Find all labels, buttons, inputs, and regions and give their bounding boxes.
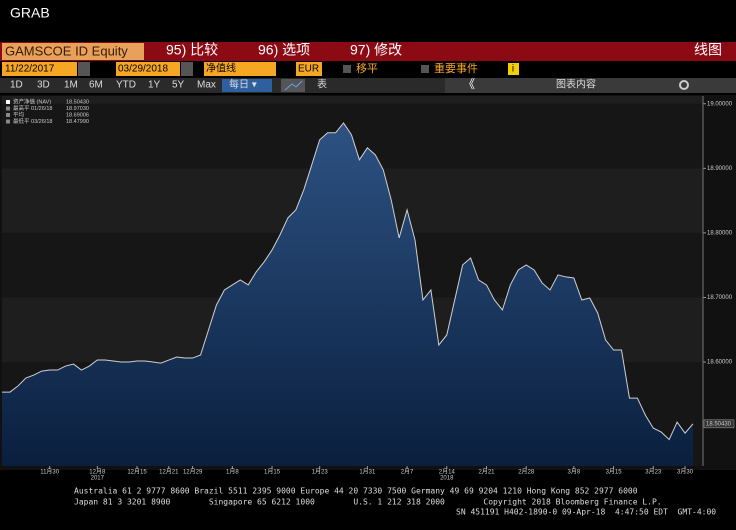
x-tick-label: 3月8 xyxy=(568,469,581,476)
x-tick-label: 3月15 xyxy=(606,469,623,476)
x-tick-label: 3月23 xyxy=(645,469,662,476)
range-button[interactable]: 1D xyxy=(10,80,23,91)
view-label[interactable]: 线图 xyxy=(694,42,722,58)
y-tick-label: 18.70000 xyxy=(707,295,733,301)
window-title: GRAB xyxy=(10,5,50,21)
y-tick-label: 18.90000 xyxy=(707,166,733,172)
legend-value: 18.69006 xyxy=(66,112,89,118)
toolbar-bar xyxy=(0,42,736,61)
currency-box[interactable] xyxy=(296,62,322,76)
field[interactable]: 净值线 xyxy=(206,62,236,75)
x-tick-label: 1月8 xyxy=(226,469,239,476)
ticker[interactable]: GAMSCOE ID Equity xyxy=(5,43,128,58)
calendar-button[interactable] xyxy=(78,62,90,76)
period[interactable]: 每日 ▾ xyxy=(229,78,257,91)
grid-band xyxy=(2,96,703,104)
start-date[interactable]: 11/22/2017 xyxy=(5,64,55,75)
legend-swatch xyxy=(6,113,10,117)
x-tick-label: 2月14 xyxy=(439,469,456,476)
year-label: 2017 xyxy=(91,476,105,482)
table-button[interactable]: 表 xyxy=(317,78,327,91)
price-tag-label: 18.50430 xyxy=(706,421,732,427)
menu-edit[interactable]: 97) 修改 xyxy=(350,42,402,58)
end-date-box[interactable] xyxy=(116,62,180,76)
range-button[interactable]: 5Y xyxy=(172,80,185,91)
collapse-button[interactable]: 《 xyxy=(463,77,475,91)
legend-swatch xyxy=(6,106,10,111)
range-button[interactable]: YTD xyxy=(116,80,136,91)
legend-label: 资产净值 (NAV) xyxy=(13,97,51,105)
end-date[interactable]: 03/29/2018 xyxy=(118,64,168,75)
x-tick-label: 12月8 xyxy=(89,469,106,476)
x-tick-label: 12月29 xyxy=(183,469,203,476)
range-button[interactable]: Max xyxy=(197,80,216,91)
menu-options[interactable]: 96) 选项 xyxy=(258,42,310,58)
x-tick-label: 2月21 xyxy=(478,469,495,476)
y-tick-label: 19.00000 xyxy=(707,101,733,107)
range-button[interactable]: 1M xyxy=(64,80,78,91)
ticker-box[interactable] xyxy=(2,43,144,60)
y-tick-label: 18.80000 xyxy=(707,230,733,236)
x-tick-label: 12月15 xyxy=(127,469,147,476)
info-button[interactable] xyxy=(508,63,519,75)
info-label[interactable]: i xyxy=(512,64,514,75)
legend-label: 最高平 01/26/18 xyxy=(13,104,52,112)
x-tick-label: 3月30 xyxy=(677,469,694,476)
settings-icon[interactable] xyxy=(679,80,689,90)
x-tick-label: 2月28 xyxy=(518,469,535,476)
range-button[interactable]: 1Y xyxy=(148,80,161,91)
x-tick-label: 1月31 xyxy=(359,469,376,476)
checkbox[interactable] xyxy=(421,65,429,73)
footer-line: Japan 81 3 3201 8900 Singapore 65 6212 1… xyxy=(74,498,662,507)
footer-line: SN 451191 H402-1890-0 09-Apr-18 4:47:50 … xyxy=(456,508,716,517)
calendar-button[interactable] xyxy=(181,62,193,76)
line-icon xyxy=(284,80,303,91)
y-tick-label: 18.60000 xyxy=(707,360,733,366)
checkbox-label[interactable]: 移平 xyxy=(356,62,378,75)
x-tick-label: 1月15 xyxy=(264,469,281,476)
field-box[interactable] xyxy=(204,62,276,76)
range-button[interactable]: 3D xyxy=(37,80,50,91)
x-tick-label: 12月21 xyxy=(159,469,179,476)
legend-value: 18.47990 xyxy=(66,119,89,125)
legend-value: 18.97030 xyxy=(66,106,89,112)
period-box[interactable] xyxy=(222,79,272,92)
side-bar xyxy=(445,78,736,93)
price-tag xyxy=(703,419,735,429)
start-date-box[interactable] xyxy=(2,62,77,76)
checkbox-label[interactable]: 重要事件 xyxy=(434,61,478,75)
x-tick-label: 1月23 xyxy=(312,469,329,476)
year-label: 2018 xyxy=(440,476,454,482)
x-tick-label: 11月30 xyxy=(40,469,60,476)
footer-line: Australia 61 2 9777 8600 Brazil 5511 239… xyxy=(74,487,638,496)
range-button[interactable]: 6M xyxy=(89,80,103,91)
legend-value: 18.50430 xyxy=(66,99,89,105)
x-tick-label: 2月7 xyxy=(401,469,414,476)
contents-button[interactable]: 图表内容 xyxy=(556,78,596,91)
legend-label: 平均 xyxy=(13,110,25,118)
legend-swatch xyxy=(6,119,10,124)
checkbox[interactable] xyxy=(343,65,351,73)
legend-label: 最低平 03/26/18 xyxy=(13,117,52,125)
area xyxy=(2,122,693,467)
menu-compare[interactable]: 95) 比较 xyxy=(166,42,218,58)
legend-swatch xyxy=(6,100,10,104)
line xyxy=(2,122,694,441)
currency[interactable]: EUR xyxy=(298,64,319,75)
